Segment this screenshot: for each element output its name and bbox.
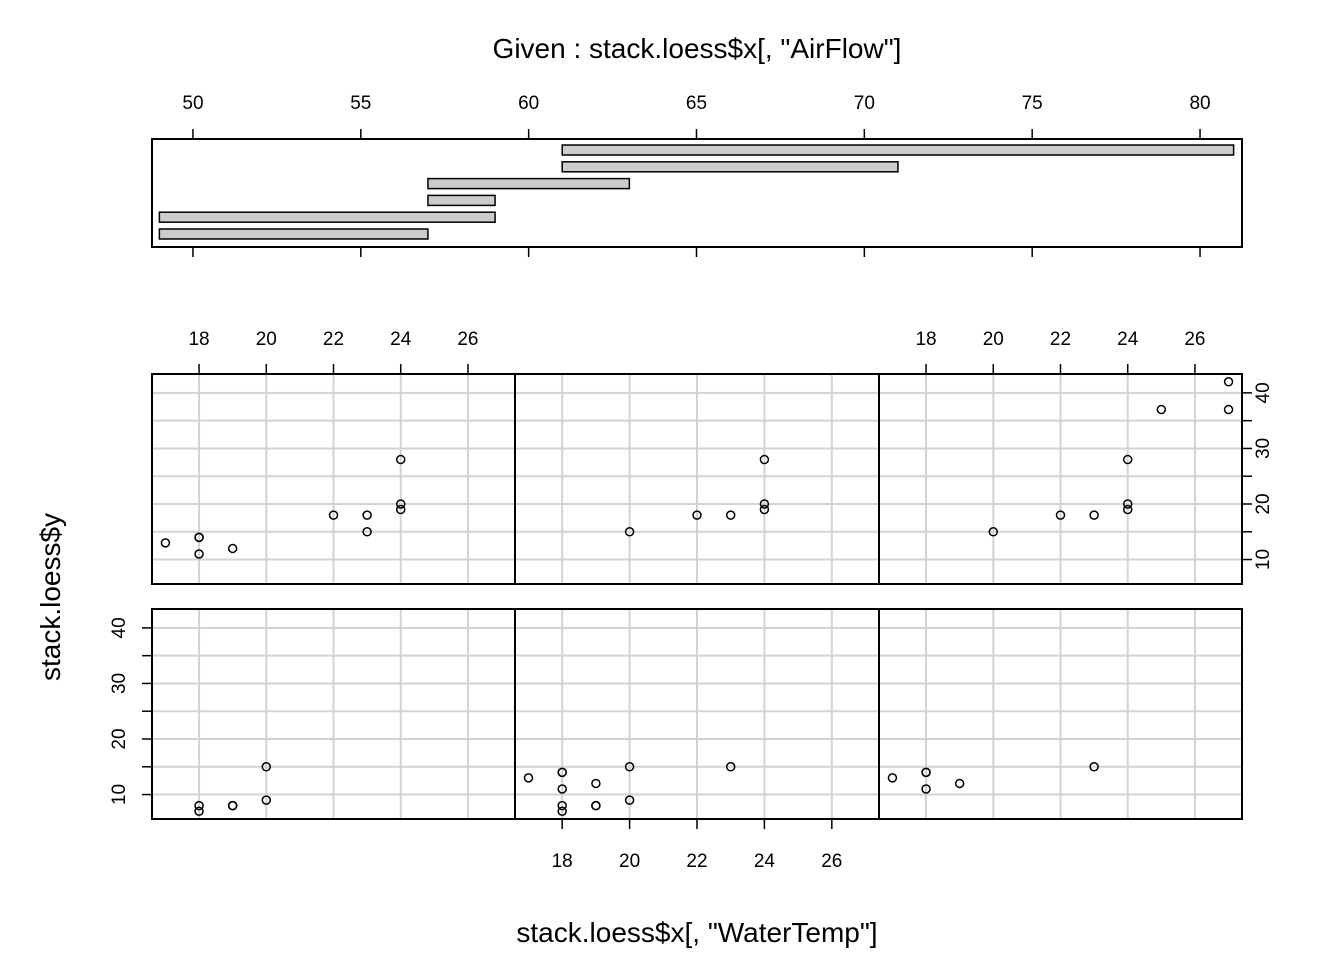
given-interval-bar — [561, 144, 1235, 156]
x-tick-label: 20 — [256, 329, 277, 350]
given-tick-label: 65 — [686, 93, 707, 114]
data-point — [160, 538, 171, 548]
data-point — [921, 767, 931, 778]
data-point — [1122, 499, 1133, 509]
data-point — [591, 778, 601, 789]
given-tick-label: 55 — [350, 93, 371, 114]
data-point — [1055, 510, 1066, 520]
data-point — [921, 784, 931, 794]
y-tick-label: 30 — [1253, 438, 1274, 459]
data-point — [1089, 510, 1099, 520]
data-point — [328, 510, 339, 520]
data-point — [759, 499, 770, 509]
data-point — [725, 510, 736, 520]
data-point — [1122, 504, 1133, 515]
data-point — [557, 800, 567, 811]
y-tick-label: 10 — [109, 784, 130, 805]
data-point — [954, 778, 965, 789]
given-interval-bar — [427, 194, 496, 207]
x-axis-label: stack.loess$x[, "WaterTemp"] — [516, 917, 877, 948]
x-tick-label: 18 — [552, 851, 573, 872]
x-tick-label: 24 — [1117, 329, 1139, 350]
data-point — [227, 800, 238, 811]
data-point — [194, 532, 204, 543]
x-tick-label: 22 — [323, 329, 344, 350]
data-point — [395, 504, 406, 515]
given-tick-label: 60 — [518, 93, 539, 114]
data-point — [261, 795, 272, 805]
data-point — [759, 454, 770, 465]
data-point — [624, 527, 635, 537]
data-point — [362, 527, 372, 537]
panel-frame — [878, 608, 1243, 820]
data-point — [523, 773, 534, 783]
given-tick-label: 80 — [1189, 93, 1210, 114]
data-point — [887, 773, 898, 783]
x-tick-label: 24 — [754, 851, 776, 872]
data-point — [725, 762, 736, 772]
data-point — [395, 499, 406, 509]
y-tick-label: 30 — [109, 673, 130, 694]
y-axis-label: stack.loess$y — [35, 513, 66, 681]
x-tick-label: 18 — [188, 329, 209, 350]
given-interval-bar — [561, 161, 899, 173]
data-point — [261, 762, 272, 772]
data-point — [759, 504, 770, 515]
given-tick-label: 75 — [1022, 93, 1043, 114]
x-tick-label: 18 — [915, 329, 936, 350]
y-tick-label: 20 — [109, 728, 130, 749]
data-point — [194, 800, 204, 811]
data-point — [557, 806, 567, 816]
data-point — [988, 527, 999, 537]
data-point — [1223, 377, 1234, 387]
data-point — [557, 767, 567, 778]
given-title: Given : stack.loess$x[, "AirFlow"] — [493, 33, 902, 64]
data-point — [557, 784, 567, 794]
given-tick-label: 50 — [182, 93, 203, 114]
x-tick-label: 20 — [619, 851, 640, 872]
given-tick-label: 70 — [854, 93, 875, 114]
data-point — [1122, 454, 1133, 465]
data-point — [591, 800, 601, 811]
x-tick-label: 22 — [686, 851, 707, 872]
given-interval-bar — [427, 177, 631, 190]
data-point — [624, 762, 635, 772]
data-point — [194, 806, 204, 816]
y-tick-label: 20 — [1253, 493, 1274, 514]
x-tick-label: 24 — [390, 329, 412, 350]
data-point — [624, 795, 635, 805]
data-point — [362, 510, 372, 520]
data-point — [692, 510, 702, 520]
data-point — [227, 543, 238, 554]
data-point — [1223, 404, 1234, 415]
y-tick-label: 40 — [1253, 382, 1274, 403]
data-point — [1089, 762, 1099, 772]
x-tick-label: 26 — [457, 329, 478, 350]
x-tick-label: 22 — [1050, 329, 1071, 350]
x-tick-label: 26 — [1184, 329, 1205, 350]
y-tick-label: 40 — [109, 617, 130, 638]
given-interval-bar — [158, 228, 429, 240]
x-tick-label: 26 — [821, 851, 842, 872]
data-point — [395, 454, 406, 465]
x-tick-label: 20 — [983, 329, 1004, 350]
data-point — [194, 549, 204, 559]
y-tick-label: 10 — [1253, 549, 1274, 570]
data-point — [1156, 404, 1167, 415]
given-interval-bar — [158, 211, 496, 223]
